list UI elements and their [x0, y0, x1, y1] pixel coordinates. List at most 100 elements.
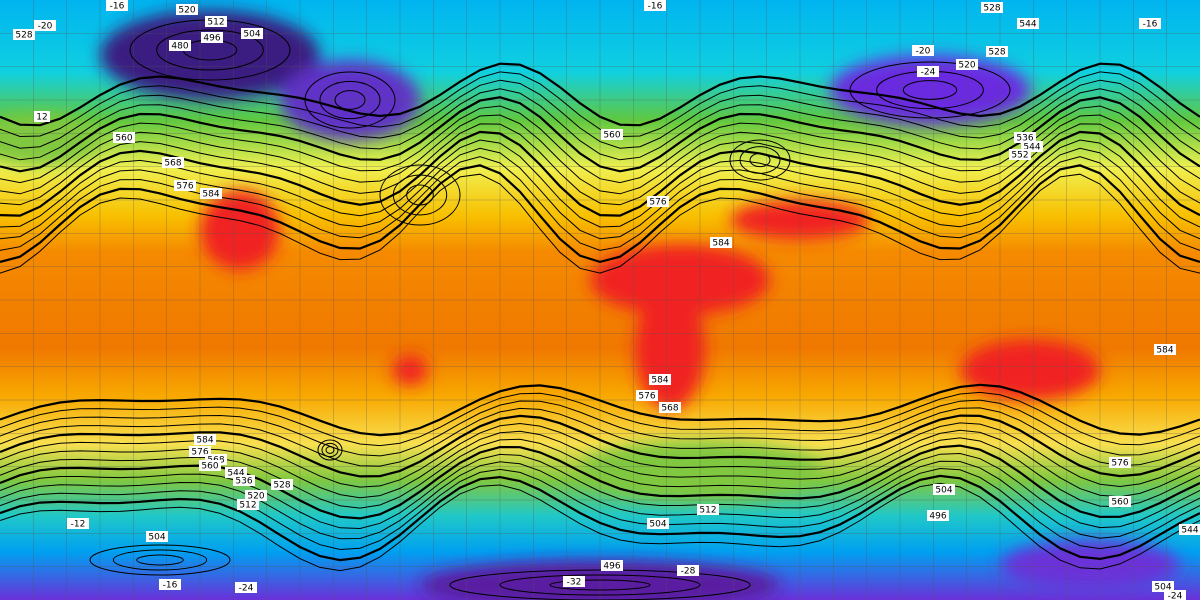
- contour-label: -24: [239, 584, 254, 594]
- contour-label: 544: [1023, 143, 1040, 153]
- contour: [0, 88, 1200, 161]
- label-box: [697, 504, 719, 515]
- contour: [0, 173, 1200, 274]
- label-box: [146, 531, 168, 542]
- contour-label: 584: [712, 239, 729, 249]
- contour-label: -16: [110, 2, 125, 12]
- contour-label: -16: [648, 2, 663, 12]
- closed-contour: [749, 152, 771, 168]
- label-box: [601, 560, 623, 571]
- contour: [0, 105, 1200, 184]
- closed-contour: [902, 80, 958, 100]
- closed-contour: [321, 442, 339, 458]
- closed-contour: [89, 544, 231, 576]
- contour-label: 496: [203, 34, 220, 44]
- label-box: [174, 180, 196, 191]
- contour-label: 576: [176, 182, 193, 192]
- contour-label: -24: [1168, 592, 1183, 600]
- contour-label: 576: [649, 198, 666, 208]
- contour-label: 480: [171, 42, 188, 52]
- contour: [0, 467, 1200, 551]
- contour: [0, 414, 1200, 478]
- label-box: [67, 518, 89, 529]
- closed-contour: [156, 29, 264, 71]
- contour: [0, 130, 1200, 217]
- closed-contour: [406, 184, 434, 206]
- label-box: [1152, 581, 1174, 592]
- contour: [0, 79, 1200, 149]
- closed-contour: [317, 439, 343, 461]
- label-box: [647, 518, 669, 529]
- contour-label: 504: [935, 486, 952, 496]
- contour: [0, 460, 1200, 540]
- height-contours: [0, 19, 1200, 600]
- closed-contour: [325, 446, 335, 454]
- closed-contour: [499, 574, 701, 596]
- label-box: [677, 565, 699, 576]
- contour-label: 504: [243, 30, 260, 40]
- contour-label: 536: [235, 477, 252, 487]
- contour: [0, 391, 1200, 447]
- contour-label: 12: [36, 113, 47, 123]
- label-box: [981, 2, 1003, 13]
- contour-label: -20: [38, 22, 53, 32]
- closed-contour: [334, 90, 366, 110]
- contour-label: -28: [681, 567, 696, 577]
- contour-label: 576: [191, 448, 208, 458]
- contour-label: 560: [1111, 498, 1128, 508]
- label-box: [1021, 141, 1043, 152]
- label-box: [1139, 18, 1161, 29]
- contour-label: 544: [1019, 20, 1036, 30]
- contour: [0, 407, 1200, 467]
- contour-label: 496: [929, 512, 946, 522]
- label-box: [956, 59, 978, 70]
- contour: [0, 399, 1200, 457]
- closed-contour: [304, 71, 396, 129]
- label-box: [162, 157, 184, 168]
- label-box: [917, 66, 939, 77]
- label-box: [225, 467, 247, 478]
- label-box: [649, 374, 671, 385]
- contour-label: 528: [983, 4, 1000, 14]
- contour: [0, 383, 1200, 437]
- contour-label: -16: [1143, 20, 1158, 30]
- label-box: [237, 499, 259, 510]
- contour: [0, 96, 1200, 173]
- contour-label: -32: [567, 578, 582, 588]
- contour-label: 560: [115, 134, 132, 144]
- contour-label: 528: [15, 31, 32, 41]
- closed-contour: [392, 174, 448, 216]
- contour: [0, 114, 1200, 195]
- contour: [0, 452, 1200, 530]
- contour-label: 584: [1156, 346, 1173, 356]
- label-box: [205, 454, 227, 465]
- contour-label: 568: [164, 159, 181, 169]
- closed-contour: [849, 61, 1011, 119]
- closed-contour: [549, 579, 651, 591]
- contour-label: 504: [148, 533, 165, 543]
- contour-label: 512: [699, 506, 716, 516]
- warm-patch: [200, 190, 280, 270]
- label-box: [169, 40, 191, 51]
- label-box: [241, 28, 263, 39]
- warm-patch: [960, 340, 1100, 400]
- label-box: [912, 45, 934, 56]
- contour: [0, 437, 1200, 509]
- label-box: [106, 0, 128, 11]
- label-box: [563, 576, 585, 587]
- contour-label: 512: [207, 18, 224, 28]
- label-box: [34, 20, 56, 31]
- label-box: [986, 46, 1008, 57]
- contour-label: 560: [603, 131, 620, 141]
- label-box: [34, 111, 50, 122]
- label-box: [636, 390, 658, 401]
- label-box: [13, 29, 35, 40]
- contour-label: 568: [661, 404, 678, 414]
- contour: [0, 164, 1200, 264]
- label-box: [1014, 132, 1036, 143]
- label-box: [1009, 149, 1031, 160]
- contour-label: 560: [201, 462, 218, 472]
- contour-label: 528: [988, 48, 1005, 58]
- contour-label: 544: [227, 469, 244, 479]
